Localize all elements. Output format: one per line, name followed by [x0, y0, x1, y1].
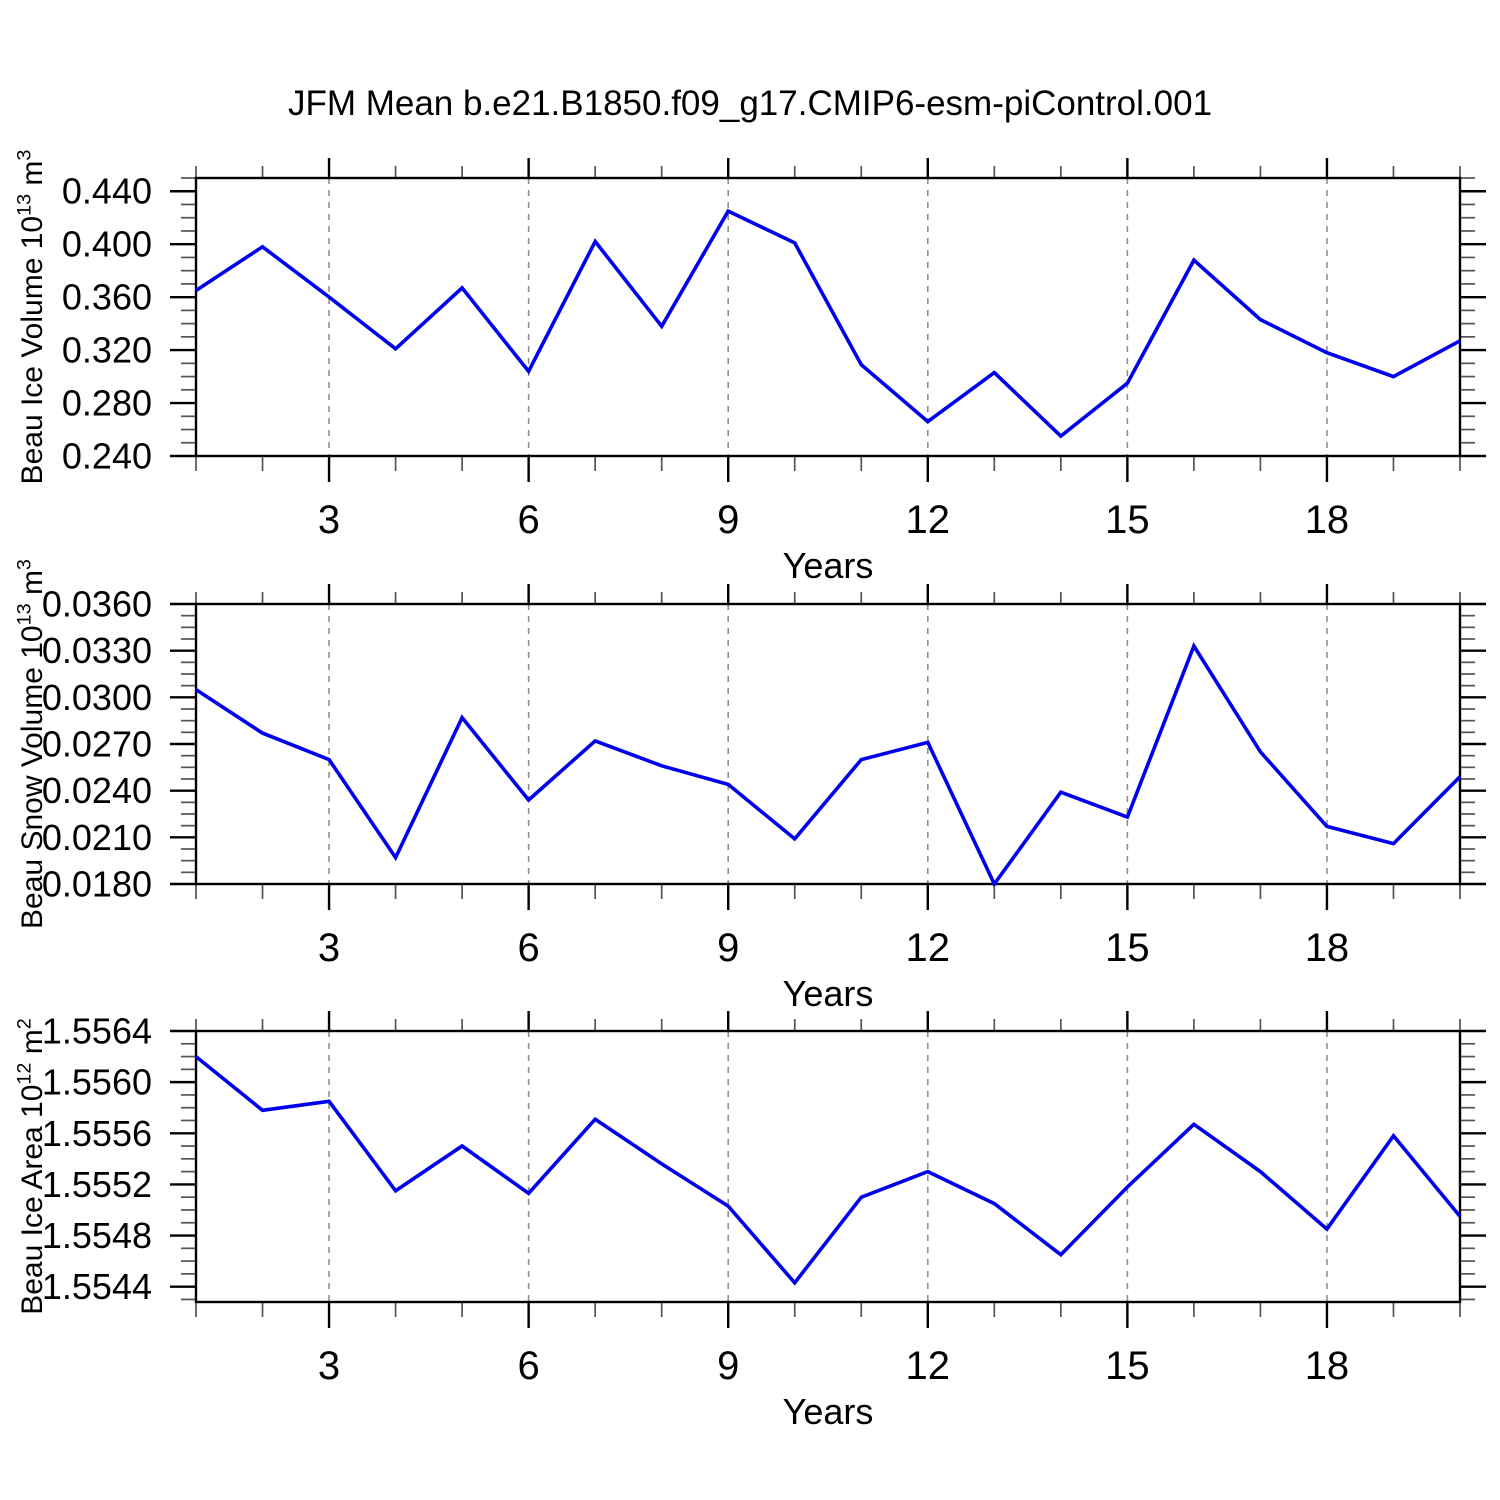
- y-tick-label: 0.240: [62, 436, 152, 477]
- x-tick-label: 9: [717, 498, 739, 542]
- x-tick-label: 6: [518, 498, 540, 542]
- beau-ice-area-chart: 1.5544 1.5548 1.5552 1.5556 1.5560 1.5564 3 6 9 1…: [14, 1011, 1486, 1432]
- y-tick-label: 1.5564: [42, 1011, 152, 1052]
- y-tick-label: 0.0360: [42, 584, 152, 625]
- x-axis-title: Years: [783, 973, 874, 1014]
- y-tick-label: 0.360: [62, 277, 152, 318]
- plot-border: [194, 602, 1462, 886]
- x-tick-label: 15: [1105, 926, 1150, 970]
- y-tick-label: 0.0240: [42, 770, 152, 811]
- beau-ice-volume-chart: 0.240 0.280 0.320 0.360 0.400 0.440 3 6 9 12 15 18 Y…: [14, 150, 1486, 586]
- y-tick-label: 0.440: [62, 171, 152, 212]
- y-tick-label: 0.0210: [42, 817, 152, 858]
- x-tick-label: 12: [906, 498, 951, 542]
- x-tick-label: 18: [1305, 1344, 1350, 1388]
- x-tick-label: 9: [717, 1344, 739, 1388]
- data-line: [195, 208, 1461, 439]
- x-tick-label: 15: [1105, 1344, 1150, 1388]
- data-line: [194, 1055, 1462, 1286]
- beau-snow-volume-chart: 0.0180 0.0210 0.0240 0.0270 0.0300 0.0330 0.03…: [14, 559, 1486, 1014]
- y-tick-label: 0.0180: [42, 864, 152, 905]
- plot-border: [194, 1029, 1462, 1304]
- y-axis-title: Beau Snow Volume 1013 m3: [14, 559, 49, 929]
- x-tick-label: 12: [906, 1344, 951, 1388]
- x-tick-label: 3: [318, 498, 340, 542]
- y-tick-label: 0.400: [62, 224, 152, 265]
- data-line: [195, 642, 1462, 888]
- y-tick-label: 0.0270: [42, 724, 152, 765]
- x-tick-label: 6: [518, 926, 540, 970]
- x-tick-label: 12: [906, 926, 951, 970]
- plot-border: [194, 176, 1462, 458]
- y-tick-label: 0.280: [62, 383, 152, 424]
- y-axis-title: Beau Ice Volume 1013 m3: [14, 150, 49, 485]
- y-tick-label: 0.0300: [42, 677, 152, 718]
- plot-title: JFM Mean b.e21.B1850.f09_g17.CMIP6-esm-p…: [287, 84, 1213, 123]
- x-tick-label: 15: [1105, 498, 1150, 542]
- y-tick-label: 1.5548: [42, 1215, 152, 1256]
- y-tick-label: 1.5556: [42, 1113, 152, 1154]
- y-tick-label: 0.0330: [42, 630, 152, 671]
- y-tick-label: 1.5544: [42, 1266, 152, 1307]
- x-tick-label: 9: [717, 926, 739, 970]
- y-axis-title: Beau Ice Area 1012 m2: [14, 1018, 49, 1315]
- x-axis-title: Years: [783, 545, 874, 586]
- x-axis-title: Years: [783, 1391, 874, 1432]
- x-tick-label: 6: [518, 1344, 540, 1388]
- y-tick-label: 1.5552: [42, 1164, 152, 1205]
- x-tick-label: 3: [318, 926, 340, 970]
- x-tick-label: 18: [1305, 926, 1350, 970]
- y-tick-label: 0.320: [62, 330, 152, 371]
- x-tick-label: 18: [1305, 498, 1350, 542]
- y-tick-label: 1.5560: [42, 1062, 152, 1103]
- x-tick-label: 3: [318, 1344, 340, 1388]
